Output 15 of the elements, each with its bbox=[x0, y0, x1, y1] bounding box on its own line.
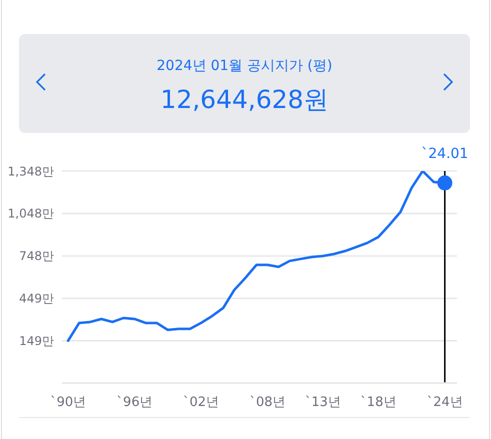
x-tick-label: `96년 bbox=[116, 395, 153, 410]
y-tick-label: 748만 bbox=[19, 249, 54, 264]
y-tick-label: 149만 bbox=[19, 334, 54, 348]
x-tick-label: `08년 bbox=[250, 395, 286, 410]
annotation: `24.01 bbox=[421, 146, 468, 162]
x-tick-label: `13년 bbox=[304, 395, 341, 410]
y-tick-label: 1,348만 bbox=[8, 164, 54, 178]
y-tick-label: 1,048만 bbox=[8, 206, 54, 221]
x-tick-label: `24년 bbox=[426, 395, 463, 410]
chart-title: 2024년 01월 공시지가 (평) bbox=[156, 57, 334, 75]
x-tick-label: `18년 bbox=[360, 395, 396, 410]
x-tick-label: `90년 bbox=[50, 395, 86, 410]
x-tick-label: `02년 bbox=[183, 395, 220, 410]
y-tick-label: 449만 bbox=[19, 292, 54, 306]
chart-subtitle: 12,644,628원 bbox=[159, 84, 330, 116]
